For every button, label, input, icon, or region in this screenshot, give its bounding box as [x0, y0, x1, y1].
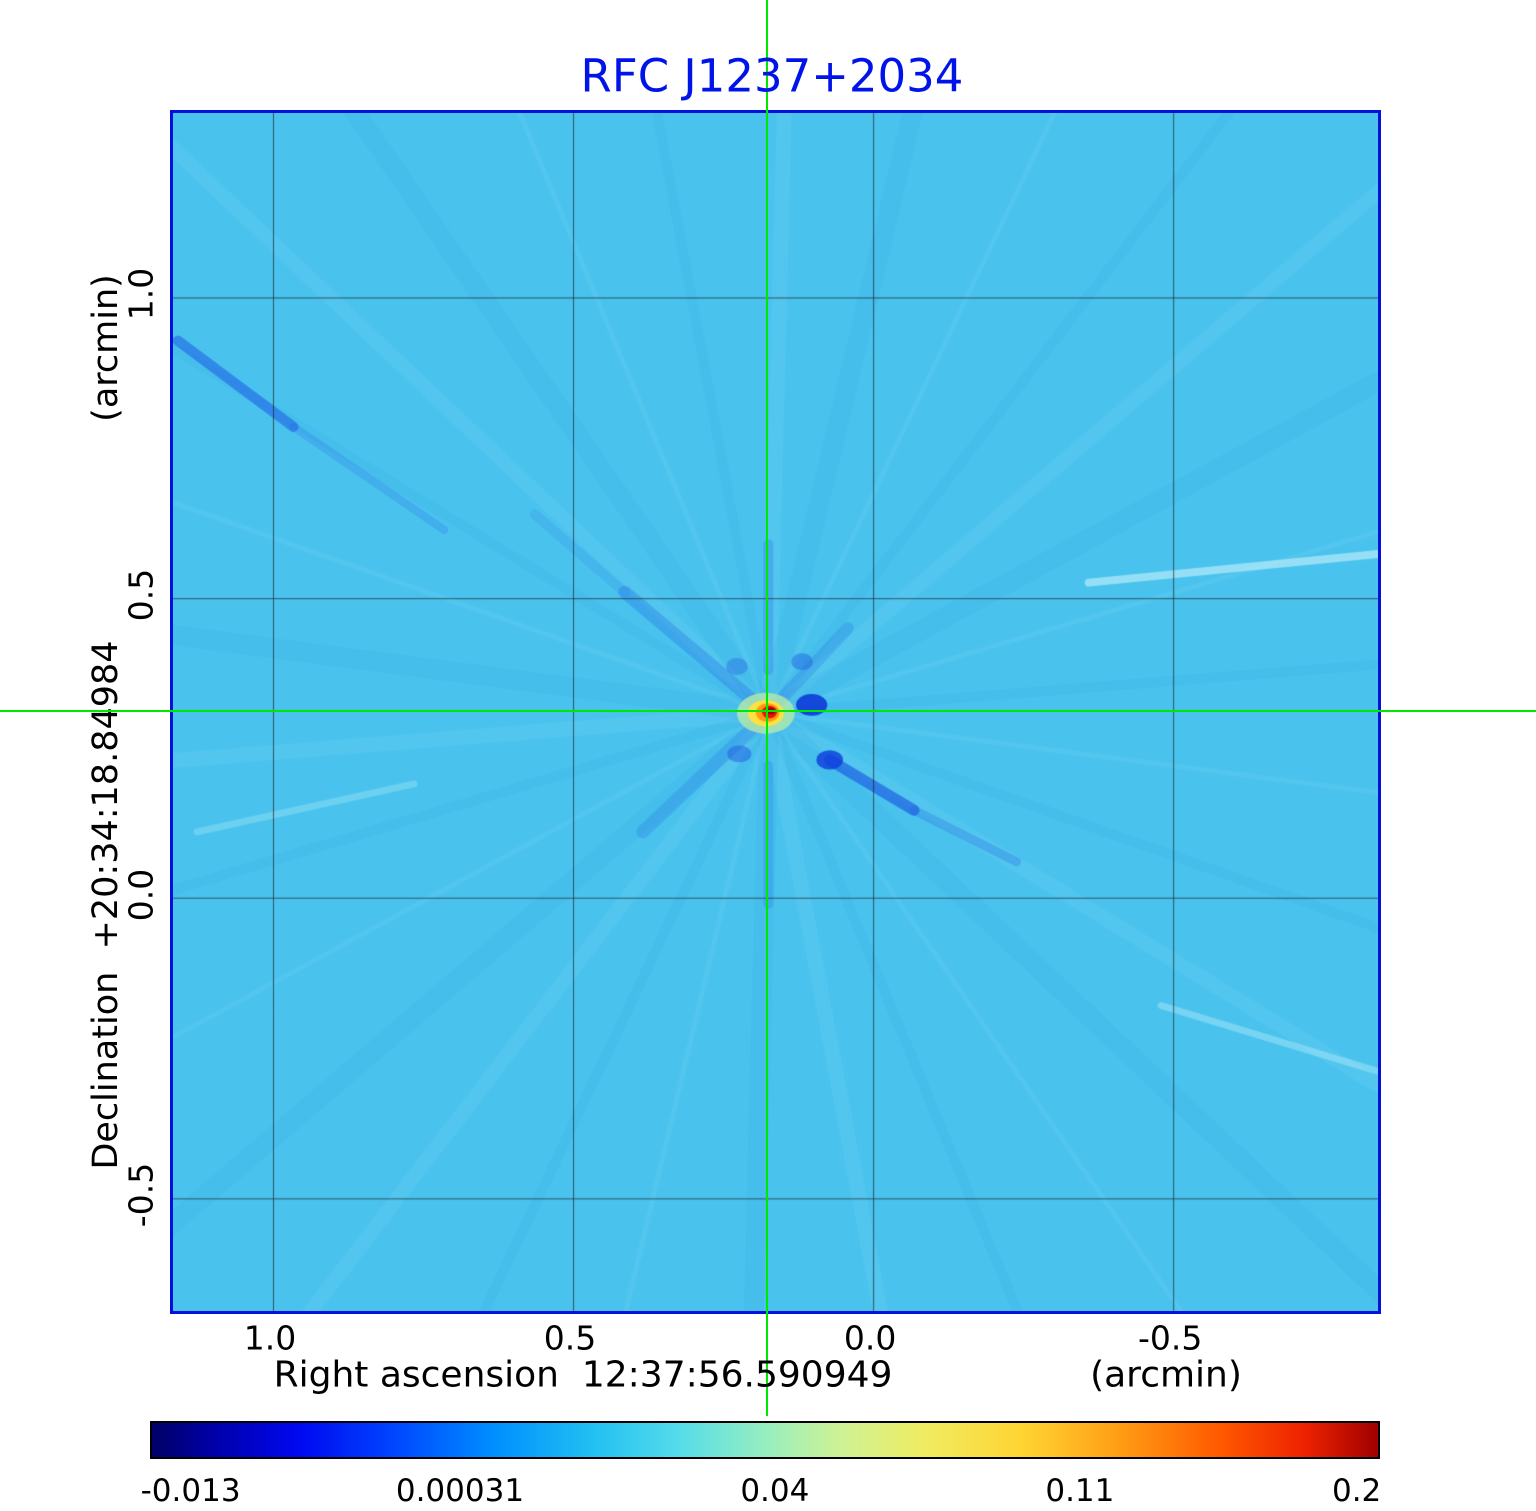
- colorbar-tick-label: -0.013: [140, 1473, 241, 1509]
- x-tick-label: 1.0: [243, 1318, 297, 1358]
- colorbar: [150, 1421, 1380, 1459]
- sky-map-plot: [170, 110, 1381, 1314]
- colorbar-tick-label: 0.2: [1331, 1473, 1382, 1509]
- y-tick-label: 1.0: [121, 268, 161, 321]
- x-tick-label: 0.0: [843, 1318, 897, 1358]
- colorbar-tick-label: 0.00031: [395, 1473, 525, 1509]
- figure-title: RFC J1237+2034: [580, 49, 964, 103]
- crosshair-vertical-line: [765, 0, 768, 1416]
- x-axis-label: Right ascension 12:37:56.590949: [273, 1354, 893, 1396]
- x-axis-unit-label: (arcmin): [1090, 1354, 1242, 1396]
- y-axis-unit-label: (arcmin): [86, 274, 126, 422]
- y-tick-label: 0.5: [121, 568, 161, 622]
- y-tick-label: 0.0: [121, 868, 161, 921]
- x-tick-label: 0.5: [543, 1318, 597, 1358]
- y-tick-label: -0.5: [121, 1163, 161, 1228]
- intensity-map-canvas: [173, 113, 1378, 1311]
- crosshair-horizontal-line: [0, 709, 1536, 712]
- colorbar-tick-label: 0.11: [1045, 1473, 1115, 1509]
- y-axis-label: Declination +20:34:18.84984: [86, 640, 126, 1170]
- colorbar-tick-label: 0.04: [740, 1473, 810, 1509]
- x-tick-label: -0.5: [1137, 1318, 1203, 1358]
